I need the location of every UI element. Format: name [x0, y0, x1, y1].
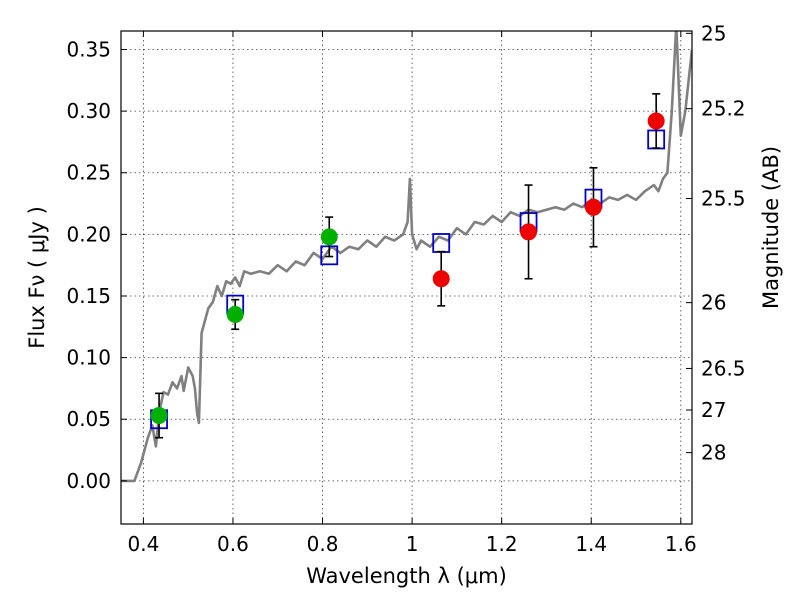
- x-tick-label: 0.8: [307, 532, 339, 556]
- observed-point: [584, 198, 602, 216]
- right-axis-tick-label: 27: [701, 398, 726, 422]
- observed-point: [520, 223, 538, 241]
- y-axis-title: Flux Fν ( μJy ): [25, 206, 49, 349]
- plot-frame: [120, 30, 693, 525]
- y-tick-label: 0.10: [66, 346, 111, 370]
- right-axis-tick-label: 28: [701, 441, 726, 465]
- x-tick-label: 1.4: [575, 532, 607, 556]
- observed-point: [320, 228, 338, 246]
- y-tick-label: 0.15: [66, 284, 111, 308]
- x-tick-label: 1.6: [665, 532, 697, 556]
- right-axis-tick-label: 25.2: [701, 97, 746, 121]
- y-tick-label: 0.20: [66, 222, 111, 246]
- right-axis-tick-label: 26: [701, 291, 726, 315]
- observed-point: [432, 270, 450, 288]
- x-tick-label: 0.4: [127, 532, 159, 556]
- x-tick-label: 0.6: [217, 532, 249, 556]
- y-tick-label: 0.35: [66, 37, 111, 61]
- right-axis-title: Magnitude (AB): [759, 146, 783, 309]
- right-axis-tick-label: 25.5: [701, 186, 746, 210]
- observed-point: [647, 112, 665, 130]
- right-axis-tick-label: 26.5: [701, 356, 746, 380]
- x-axis-title: Wavelength λ (μm): [306, 564, 507, 588]
- y-tick-label: 0.00: [66, 469, 111, 493]
- y-tick-label: 0.30: [66, 99, 111, 123]
- y-tick-label: 0.25: [66, 161, 111, 185]
- x-tick-label: 1.2: [486, 532, 518, 556]
- observed-point: [226, 305, 244, 323]
- right-axis-tick-label: 25: [701, 21, 726, 45]
- axis-layer: 0.4 0.6 0.8 1 1.2 1.4 1.6 0.00 0.05 0.10 0.15 0.20 0…: [66, 21, 745, 556]
- grid-layer: [121, 31, 692, 524]
- series-layer: [121, 31, 692, 483]
- spectrum-line: [121, 31, 692, 483]
- y-tick-label: 0.05: [66, 407, 111, 431]
- observed-point: [150, 407, 168, 425]
- x-tick-label: 1: [406, 532, 419, 556]
